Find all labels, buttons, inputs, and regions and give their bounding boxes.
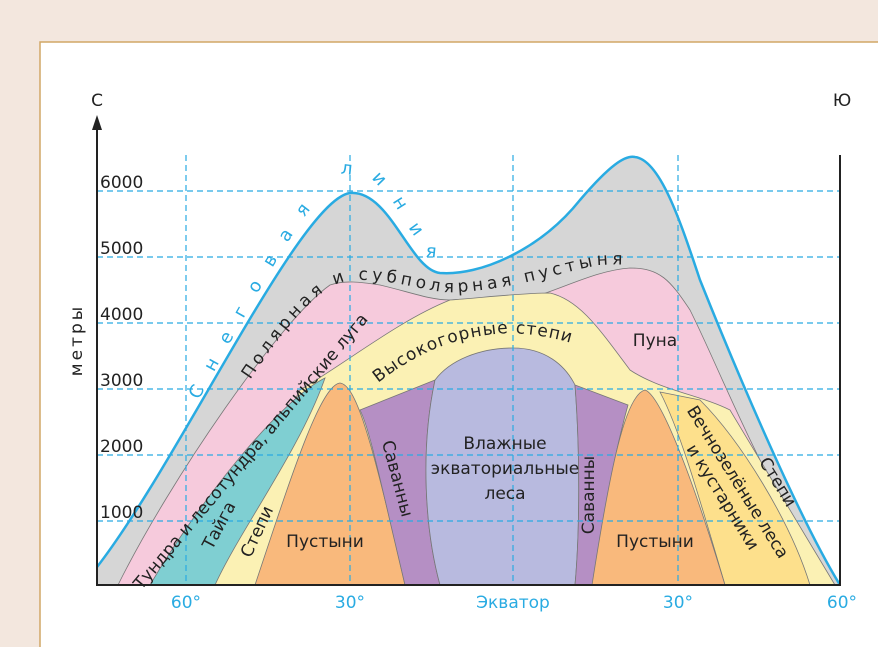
south-label: Ю [833, 91, 851, 111]
y-label: 3000 [100, 371, 143, 391]
x-label: 30° [335, 593, 365, 613]
forest-label: Влажные [463, 434, 546, 454]
desert-south-label: Пустыни [616, 532, 694, 552]
y-label: 1000 [100, 503, 143, 523]
forest-label: леса [484, 484, 525, 504]
y-axis-title: метры [67, 304, 87, 376]
puna-label: Пуна [633, 331, 677, 351]
x-label: 60° [827, 593, 857, 613]
x-label: 60° [171, 593, 201, 613]
x-label: Экватор [476, 593, 550, 613]
x-label: 30° [663, 593, 693, 613]
page: {"header": {"north": "С", "south": "Ю"},… [0, 0, 878, 647]
desert-north-label: Пустыни [286, 532, 364, 552]
y-label: 6000 [100, 173, 143, 193]
y-label: 4000 [100, 305, 143, 325]
y-label: 2000 [100, 437, 143, 457]
y-label: 5000 [100, 239, 143, 259]
diagram: С Ю метры 6000 5000 4000 3000 2000 1000 … [0, 0, 878, 647]
savanna-south-label: Саванны [579, 456, 599, 534]
north-label: С [91, 91, 103, 111]
forest-label: экваториальные [431, 459, 579, 479]
